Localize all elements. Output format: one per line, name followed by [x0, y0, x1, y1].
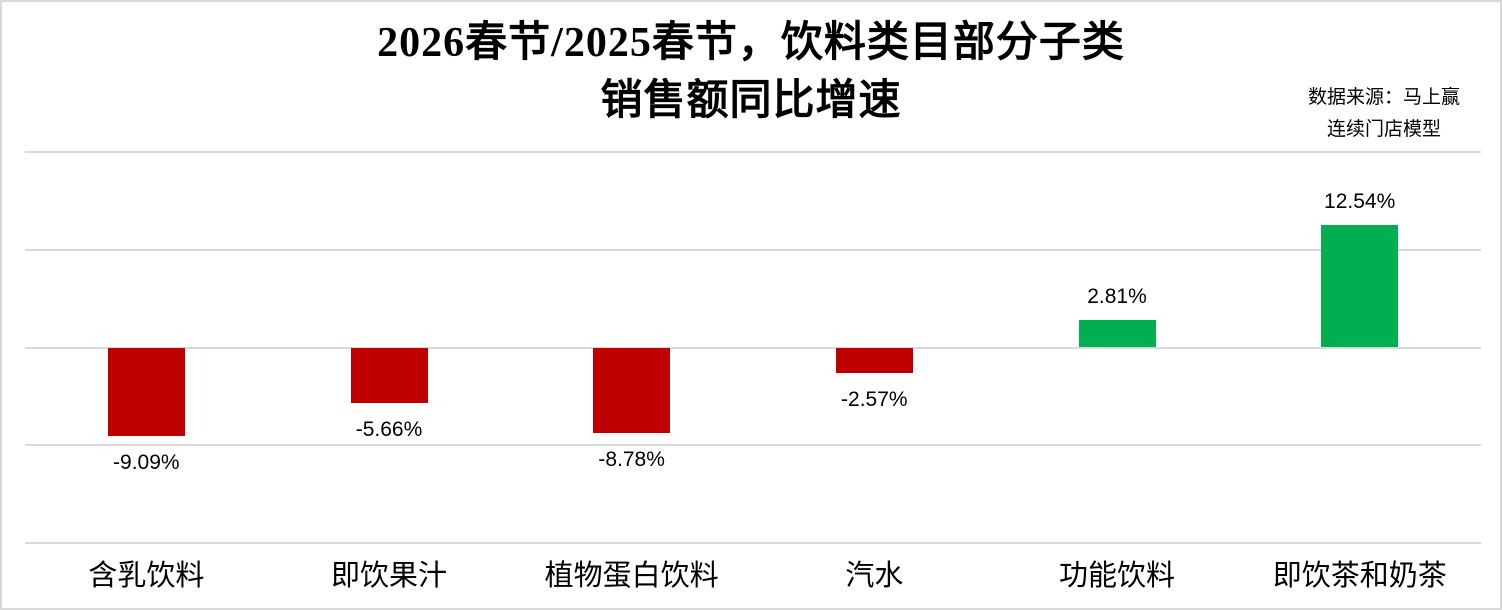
- bar-value-label: 12.54%: [1324, 189, 1396, 213]
- bar: [835, 347, 913, 373]
- bar-value-label: -8.78%: [598, 448, 665, 472]
- category-label: 含乳饮料: [88, 560, 205, 592]
- gridline: [25, 346, 1481, 349]
- chart-title-line2: 销售额同比增速: [600, 78, 902, 124]
- gridline: [25, 542, 1481, 544]
- bar: [350, 347, 428, 403]
- bar: [107, 347, 185, 437]
- chart-title: 2026春节/2025春节，饮料类目部分子类 销售额同比增速: [2, 14, 1500, 130]
- data-source-note: 数据来源：马上赢 连续门店模型: [1278, 82, 1490, 146]
- bar-value-label: -9.09%: [113, 451, 180, 475]
- chart-title-line1: 2026春节/2025春节，饮料类目部分子类: [377, 20, 1125, 66]
- plot-area: -9.09% -5.66% -8.78% -2.57% 2.81% 12.54%: [25, 151, 1481, 544]
- bar: [593, 347, 671, 434]
- category-label: 即饮果汁: [331, 560, 448, 592]
- gridline: [25, 151, 1481, 153]
- bar-value-label: 2.81%: [1087, 285, 1147, 309]
- category-label: 植物蛋白饮料: [544, 560, 719, 592]
- bar-value-label: -2.57%: [841, 387, 908, 411]
- bar: [1321, 224, 1399, 348]
- data-source-line2: 连续门店模型: [1326, 119, 1441, 140]
- gridline: [25, 444, 1481, 447]
- category-label: 功能饮料: [1059, 560, 1176, 592]
- data-source-line1: 数据来源：马上赢: [1307, 87, 1460, 108]
- category-label: 汽水: [845, 560, 904, 592]
- bar: [1078, 320, 1156, 348]
- bar-value-label: -5.66%: [355, 417, 423, 441]
- category-label: 即饮茶和奶茶: [1272, 560, 1447, 592]
- gridline: [25, 248, 1481, 251]
- x-axis-labels: 含乳饮料 即饮果汁 植物蛋白饮料 汽水 功能饮料 即饮茶和奶茶: [25, 554, 1481, 598]
